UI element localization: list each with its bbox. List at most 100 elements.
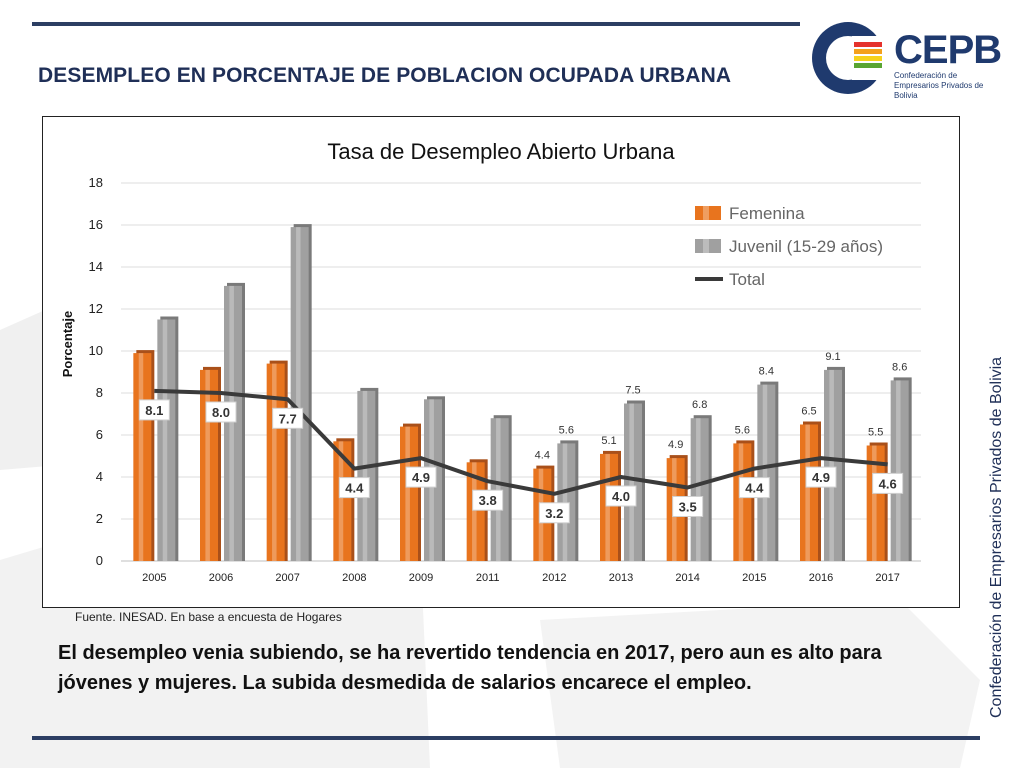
source-note: Fuente. INESAD. En base a encuesta de Ho… [75,610,342,624]
total-data-label: 8.1 [145,403,163,418]
bar-data-label: 5.6 [735,424,750,436]
legend-swatch-highlight [703,239,709,253]
body-text: El desempleo venia subiendo, se ha rever… [58,642,882,694]
total-label-box [605,485,637,507]
total-label-box [272,407,304,429]
bar-highlight [272,363,277,561]
cepb-logo: CEPB Confederación de Empresarios Privad… [808,18,1004,100]
x-tick-label: 2005 [142,572,166,584]
bar-juvenil [824,369,842,561]
x-tick-label: 2007 [275,572,299,584]
bar-juvenil [224,285,242,561]
top-rule [32,22,800,26]
total-label-box [738,477,770,499]
bar-juvenil [690,418,709,561]
total-data-label: 3.8 [479,493,497,508]
total-data-label: 4.9 [412,470,430,485]
chart-frame: Tasa de Desempleo Abierto Urbana Porcent… [42,116,960,608]
y-tick-label: 2 [96,511,103,526]
x-ticks: 2005 2006 2007 2008 2009 2011 2012 2013 2014 2015… [142,572,900,584]
bar-highlight [738,443,744,561]
total-label-box [872,472,904,494]
total-data-label: 3.5 [679,500,697,515]
y-ticks: 0 2 4 6 8 10 12 14 16 18 [89,175,103,568]
y-tick-label: 14 [89,259,103,274]
total-label-box [205,401,237,423]
bar-highlight [496,418,501,561]
bar-highlight [562,443,568,561]
logo-subtitle: Confederación de Empresarios Privados de… [894,71,984,100]
total-label-box [472,489,504,511]
total-label-box [338,477,370,499]
legend-swatch [695,206,721,220]
bar-data-label: 8.4 [759,366,774,378]
bar-highlight [629,403,634,561]
total-data-label: 4.6 [879,476,897,491]
legend-swatch-highlight [703,206,709,220]
bar-juvenil [290,227,309,561]
bar-highlight [829,369,834,561]
chart-title: Tasa de Desempleo Abierto Urbana [327,139,675,164]
bar-juvenil [157,319,176,561]
y-tick-label: 16 [89,217,103,232]
grid [121,182,921,562]
bar-highlight [296,227,301,561]
bar-data-label: 5.6 [559,424,574,436]
bar-femenina [466,462,485,561]
bar-femenina [333,441,352,561]
logo-mark [812,22,888,94]
bar-highlight [896,380,901,561]
x-tick-label: 2016 [809,572,833,584]
page-title: DESEMPLEO EN PORCENTAJE DE POBLACION OCU… [38,64,732,87]
x-tick-label: 2006 [209,572,233,584]
total-data-label: 7.7 [279,411,297,426]
x-tick-label: 2017 [875,572,899,584]
bar-data-label: 6.5 [801,406,816,418]
total-label-box [138,399,170,421]
legend-label: Total [729,270,765,289]
y-tick-label: 0 [96,553,103,568]
total-data-label: 4.4 [345,481,364,496]
total-data-label: 4.4 [745,481,764,496]
total-data-label: 8.0 [212,405,230,420]
y-tick-label: 18 [89,175,103,190]
bar-highlight [605,453,610,561]
bar-juvenil [890,380,909,561]
bar-data-label: 7.5 [625,385,640,397]
bar-data-label: 4.4 [535,450,550,462]
y-tick-label: 10 [89,343,103,358]
bar-data-label: 8.6 [892,361,907,373]
bar-highlight [205,369,210,561]
bar-juvenil [357,390,376,561]
total-label-box [672,496,704,517]
bar-juvenil [557,443,576,561]
bar-data-label: 5.1 [601,435,616,447]
bar-highlight [338,441,344,561]
data-labels: 4.4 5.1 4.9 5.6 6.5 5.5 5.6 7.5 6.8 8.4 9.1 8.6 8.1 8… [138,351,907,524]
bar-highlight [762,384,768,561]
bar-highlight [138,353,144,561]
bar-data-label: 9.1 [825,351,840,363]
legend-label: Femenina [729,204,805,223]
total-data-label: 4.0 [612,489,630,504]
total-line-group [154,388,888,496]
y-tick-label: 12 [89,301,103,316]
x-tick-label: 2011 [476,572,500,584]
y-tick-label: 8 [96,385,103,400]
x-tick-label: 2014 [675,572,699,584]
bar-highlight [696,418,701,561]
total-data-label: 3.2 [545,506,563,521]
legend-swatch [695,239,721,253]
bottom-rule [32,736,980,740]
bar-data-label: 4.9 [668,439,683,451]
bar-juvenil [757,384,776,561]
x-tick-label: 2012 [542,572,566,584]
legend-label: Juvenil (15-29 años) [729,237,883,256]
bar-highlight [805,424,810,561]
y-tick-label: 6 [96,427,103,442]
bar-highlight [405,426,410,561]
x-tick-label: 2015 [742,572,766,584]
bar-highlight [872,445,877,561]
y-tick-label: 4 [96,469,103,484]
x-tick-label: 2009 [409,572,433,584]
